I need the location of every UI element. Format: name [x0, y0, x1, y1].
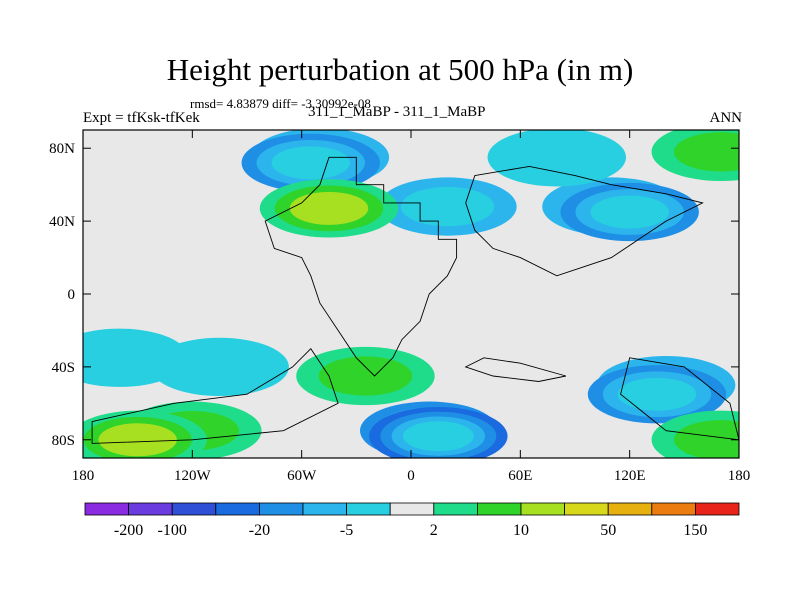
- colorbar-box-2: [171, 502, 217, 516]
- x-tick-label-1: 120W: [174, 468, 212, 484]
- y-tick-label-2: 0: [68, 287, 76, 303]
- field-region-9-level-2: [617, 377, 697, 411]
- x-tick-label-3: 0: [407, 468, 415, 484]
- chart-title: Height perturbation at 500 hPa (in m): [166, 52, 634, 87]
- colorbar: -200 -100 -20 -5 2 10 50 150: [84, 502, 740, 539]
- field-region-4-level-2: [590, 195, 669, 229]
- x-tick-label-0: 180: [72, 468, 95, 484]
- contour-fill-layer: [83, 130, 739, 458]
- x-tick-label-5: 120E: [614, 468, 646, 484]
- field-region-7-level-2: [289, 191, 369, 225]
- colorbar-box-8: [433, 502, 478, 516]
- x-tick-label-4: 60E: [508, 468, 532, 484]
- field-region-11-level-3: [402, 421, 474, 452]
- x-tick-label-6: 180: [728, 468, 751, 484]
- experiment-label: Expt = tfKsk-tfKek: [83, 110, 200, 126]
- colorbar-label-2: -20: [249, 522, 270, 539]
- map-plot-area: [82, 129, 740, 459]
- colorbar-label-3: -5: [340, 522, 353, 539]
- coastline-3: [620, 357, 739, 441]
- season-label: ANN: [709, 110, 743, 126]
- coastline-0: [264, 156, 458, 377]
- colorbar-box-11: [564, 502, 609, 516]
- colorbar-box-0: [84, 502, 129, 516]
- coastline-1: [465, 165, 704, 277]
- coastline-2: [91, 347, 339, 444]
- colorbar-label-4: 2: [430, 522, 438, 539]
- colorbar-label-7: 150: [683, 522, 707, 539]
- field-region-6-level-1: [674, 132, 739, 172]
- colorbar-box-5: [302, 502, 347, 516]
- field-region-13-level-2: [98, 423, 177, 457]
- colorbar-box-6: [346, 502, 391, 516]
- y-tick-label-1: 40N: [49, 214, 75, 230]
- field-region-17-level-1: [318, 356, 413, 396]
- colorbar-label-1: -100: [158, 522, 187, 539]
- colorbar-box-13: [651, 502, 696, 516]
- colorbar-box-4: [258, 502, 304, 516]
- colorbar-label-5: 10: [513, 522, 529, 539]
- colorbar-box-10: [520, 502, 565, 516]
- colorbar-label-0: -200: [114, 522, 143, 539]
- coastline-layer: [91, 156, 739, 444]
- colorbar-box-12: [607, 502, 653, 516]
- y-tick-label-4: 80S: [52, 433, 75, 449]
- y-tick-label-0: 80N: [49, 141, 75, 157]
- x-axis: 180 120W 60W 0 60E 120E 180: [72, 130, 751, 484]
- field-region-14-level-1: [674, 420, 739, 458]
- field-region-2-level-1: [400, 186, 495, 227]
- colorbar-box-3: [215, 502, 260, 516]
- y-tick-label-3: 40S: [52, 360, 75, 376]
- runs-label: 311_1_MaBP - 311_1_MaBP: [308, 104, 486, 120]
- stats-label: rmsd= 4.83879 diff= -3.30992e-08: [190, 96, 371, 111]
- field-region-5-level-0: [487, 130, 627, 187]
- colorbar-label-6: 50: [600, 522, 616, 539]
- colorbar-box-1: [128, 502, 173, 516]
- y-axis: 80N 40N 0 40S 80S: [49, 141, 739, 449]
- x-tick-label-2: 60W: [287, 468, 317, 484]
- colorbar-box-7: [389, 502, 435, 516]
- colorbar-box-9: [476, 502, 522, 516]
- field-region-1-level-2: [271, 146, 351, 180]
- field-region-16-level-0: [150, 337, 289, 397]
- coastline-4: [464, 357, 567, 382]
- colorbar-box-14: [695, 502, 740, 516]
